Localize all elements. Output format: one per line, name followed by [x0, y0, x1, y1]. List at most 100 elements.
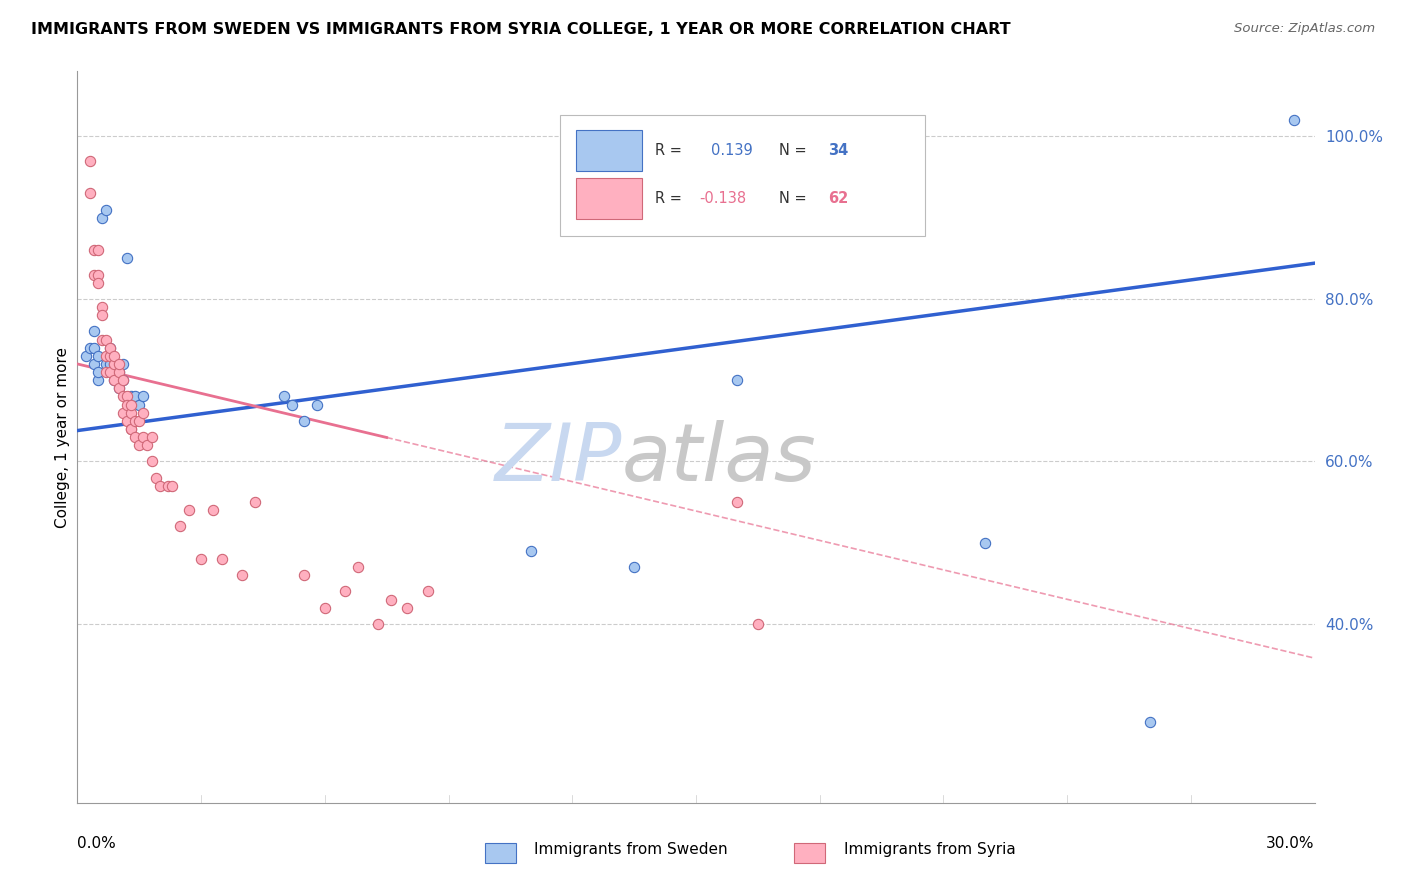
Text: Immigrants from Syria: Immigrants from Syria — [844, 842, 1015, 856]
Point — [83, 243, 105, 257]
Point — [141, 430, 163, 444]
Text: 30.0%: 30.0% — [1267, 836, 1315, 851]
Point — [132, 389, 155, 403]
Point — [96, 349, 118, 363]
Point — [98, 357, 121, 371]
Point — [115, 414, 138, 428]
Point — [725, 495, 748, 509]
Point — [87, 373, 110, 387]
Point — [231, 568, 253, 582]
Point — [83, 325, 105, 339]
Point — [202, 503, 225, 517]
Point — [79, 186, 101, 201]
Point — [83, 341, 105, 355]
Point — [103, 373, 125, 387]
Point — [132, 430, 155, 444]
Text: IMMIGRANTS FROM SWEDEN VS IMMIGRANTS FROM SYRIA COLLEGE, 1 YEAR OR MORE CORRELAT: IMMIGRANTS FROM SWEDEN VS IMMIGRANTS FRO… — [31, 22, 1011, 37]
Point — [292, 414, 315, 428]
Text: R =: R = — [655, 191, 686, 206]
Y-axis label: College, 1 year or more: College, 1 year or more — [55, 347, 70, 527]
Point — [128, 398, 150, 412]
Point — [132, 406, 155, 420]
Point — [380, 592, 402, 607]
Point — [169, 519, 191, 533]
Point — [107, 365, 129, 379]
Point — [115, 389, 138, 403]
Point — [396, 600, 419, 615]
Point — [273, 389, 295, 403]
Point — [75, 349, 97, 363]
Point — [145, 471, 167, 485]
Point — [111, 373, 134, 387]
Text: 0.0%: 0.0% — [77, 836, 117, 851]
Text: R =: R = — [655, 143, 686, 158]
Point — [107, 381, 129, 395]
Point — [87, 268, 110, 282]
Text: 0.139: 0.139 — [711, 143, 752, 158]
FancyBboxPatch shape — [576, 178, 641, 219]
Point — [103, 357, 125, 371]
FancyBboxPatch shape — [576, 130, 641, 171]
Point — [160, 479, 183, 493]
Point — [103, 357, 125, 371]
Point — [520, 544, 543, 558]
Point — [416, 584, 439, 599]
Point — [190, 552, 212, 566]
Point — [124, 430, 146, 444]
Point — [79, 153, 101, 168]
Point — [292, 568, 315, 582]
Point — [107, 365, 129, 379]
Text: atlas: atlas — [621, 420, 817, 498]
Point — [103, 349, 125, 363]
Point — [725, 373, 748, 387]
Point — [91, 211, 114, 225]
Text: 34: 34 — [828, 143, 849, 158]
Text: N =: N = — [779, 191, 811, 206]
Point — [91, 300, 114, 314]
Point — [136, 438, 159, 452]
Point — [115, 398, 138, 412]
Point — [87, 349, 110, 363]
Point — [120, 422, 142, 436]
Point — [128, 438, 150, 452]
Point — [211, 552, 233, 566]
Point — [157, 479, 180, 493]
Point — [623, 560, 645, 574]
Point — [111, 406, 134, 420]
Point — [115, 252, 138, 266]
Text: -0.138: -0.138 — [700, 191, 747, 206]
Point — [87, 243, 110, 257]
Point — [98, 341, 121, 355]
Point — [314, 600, 336, 615]
Point — [79, 341, 101, 355]
Point — [177, 503, 200, 517]
Point — [124, 414, 146, 428]
Point — [120, 422, 142, 436]
Point — [98, 365, 121, 379]
Point — [107, 381, 129, 395]
Point — [120, 406, 142, 420]
Point — [91, 308, 114, 322]
Point — [367, 617, 389, 632]
Point — [1139, 714, 1161, 729]
Point — [335, 584, 357, 599]
Point — [91, 333, 114, 347]
Text: 62: 62 — [828, 191, 849, 206]
Point — [87, 365, 110, 379]
Point — [281, 398, 304, 412]
Point — [96, 365, 118, 379]
Text: ZIP: ZIP — [495, 420, 621, 498]
Point — [87, 276, 110, 290]
Point — [96, 202, 118, 217]
Point — [128, 414, 150, 428]
Point — [141, 454, 163, 468]
Point — [111, 389, 134, 403]
Point — [83, 268, 105, 282]
Point — [747, 617, 769, 632]
Point — [149, 479, 172, 493]
Point — [96, 357, 118, 371]
Point — [243, 495, 266, 509]
Point — [98, 341, 121, 355]
Text: Immigrants from Sweden: Immigrants from Sweden — [534, 842, 728, 856]
Point — [973, 535, 995, 549]
